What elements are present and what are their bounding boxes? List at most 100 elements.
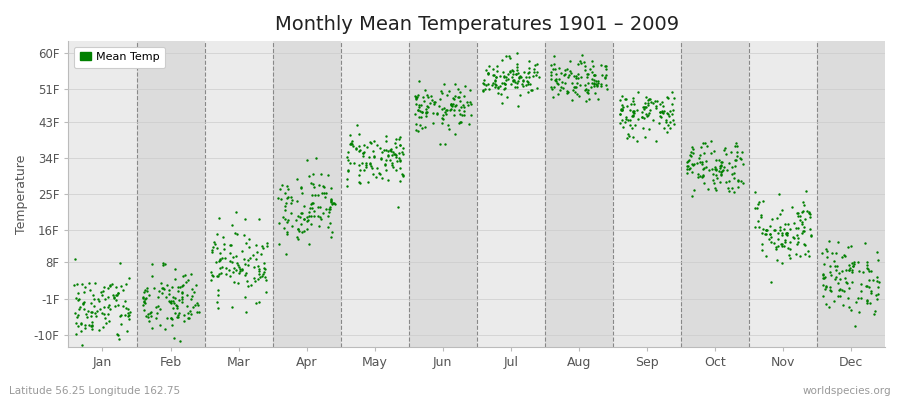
Point (392, 142, 407, 148)
Point (644, 95, 658, 102)
Point (654, 109, 669, 115)
Point (526, 66, 541, 73)
Point (191, 302, 205, 308)
Point (795, 230, 809, 236)
Point (844, 307, 859, 313)
Point (820, 248, 834, 254)
Point (796, 224, 811, 230)
Point (310, 213, 325, 219)
Point (373, 144, 387, 151)
Text: Latitude 56.25 Longitude 162.75: Latitude 56.25 Longitude 162.75 (9, 386, 180, 396)
Point (861, 268, 876, 274)
Point (447, 81, 462, 88)
Point (660, 94, 674, 100)
Point (393, 157, 408, 164)
Point (687, 186, 701, 193)
Point (435, 120, 449, 126)
Point (588, 72, 602, 79)
Point (652, 112, 667, 119)
Point (697, 150, 711, 156)
Point (346, 141, 360, 148)
Point (620, 102, 634, 109)
Point (521, 58, 535, 64)
Point (369, 174, 383, 180)
Point (508, 78, 522, 85)
Point (67, 282, 81, 288)
Point (783, 246, 797, 252)
Point (237, 256, 251, 262)
Point (304, 212, 319, 219)
Point (659, 117, 673, 124)
Point (558, 71, 572, 78)
Point (249, 242, 264, 248)
Point (137, 298, 151, 304)
Point (500, 93, 514, 100)
Point (545, 86, 560, 92)
Point (630, 106, 644, 113)
Point (716, 147, 731, 153)
Point (554, 84, 568, 90)
Point (655, 110, 670, 117)
Point (731, 177, 745, 184)
Point (831, 293, 845, 300)
Point (326, 200, 340, 206)
Point (110, 292, 124, 298)
Point (279, 195, 293, 201)
Point (289, 217, 303, 224)
Point (230, 253, 244, 259)
Point (302, 213, 316, 219)
Point (166, 294, 181, 300)
Point (481, 70, 495, 76)
Point (564, 80, 579, 87)
Point (870, 248, 885, 255)
Point (340, 183, 355, 190)
Point (166, 335, 181, 341)
Point (458, 83, 473, 90)
Point (560, 90, 574, 96)
Point (292, 227, 306, 234)
Point (170, 288, 184, 294)
Point (235, 248, 249, 254)
Point (370, 164, 384, 171)
Point (182, 314, 196, 321)
Point (518, 69, 532, 75)
Point (118, 312, 132, 318)
Point (496, 74, 510, 80)
Point (160, 314, 175, 321)
Point (242, 244, 256, 250)
Point (363, 139, 377, 145)
Point (111, 332, 125, 338)
Point (440, 92, 454, 98)
Point (69, 313, 84, 320)
Point (464, 101, 478, 108)
Point (828, 276, 842, 282)
Point (796, 241, 811, 248)
Point (411, 127, 426, 134)
Point (860, 283, 874, 289)
Point (302, 208, 316, 215)
Point (86, 292, 100, 299)
Point (108, 284, 122, 290)
Point (175, 299, 189, 306)
Point (271, 194, 285, 201)
Point (136, 302, 150, 308)
Point (324, 196, 338, 202)
Point (210, 272, 224, 279)
Point (797, 202, 812, 209)
Point (617, 96, 632, 102)
Point (851, 268, 866, 274)
Point (325, 228, 339, 235)
Point (434, 87, 448, 94)
Point (491, 90, 505, 97)
Point (594, 81, 608, 87)
Point (685, 160, 699, 167)
Point (684, 149, 698, 156)
Bar (681, 41, 749, 347)
Point (257, 266, 272, 273)
Point (356, 150, 370, 156)
Point (71, 290, 86, 296)
Point (554, 70, 569, 76)
Point (165, 316, 179, 322)
Point (409, 94, 423, 100)
Point (184, 310, 198, 317)
